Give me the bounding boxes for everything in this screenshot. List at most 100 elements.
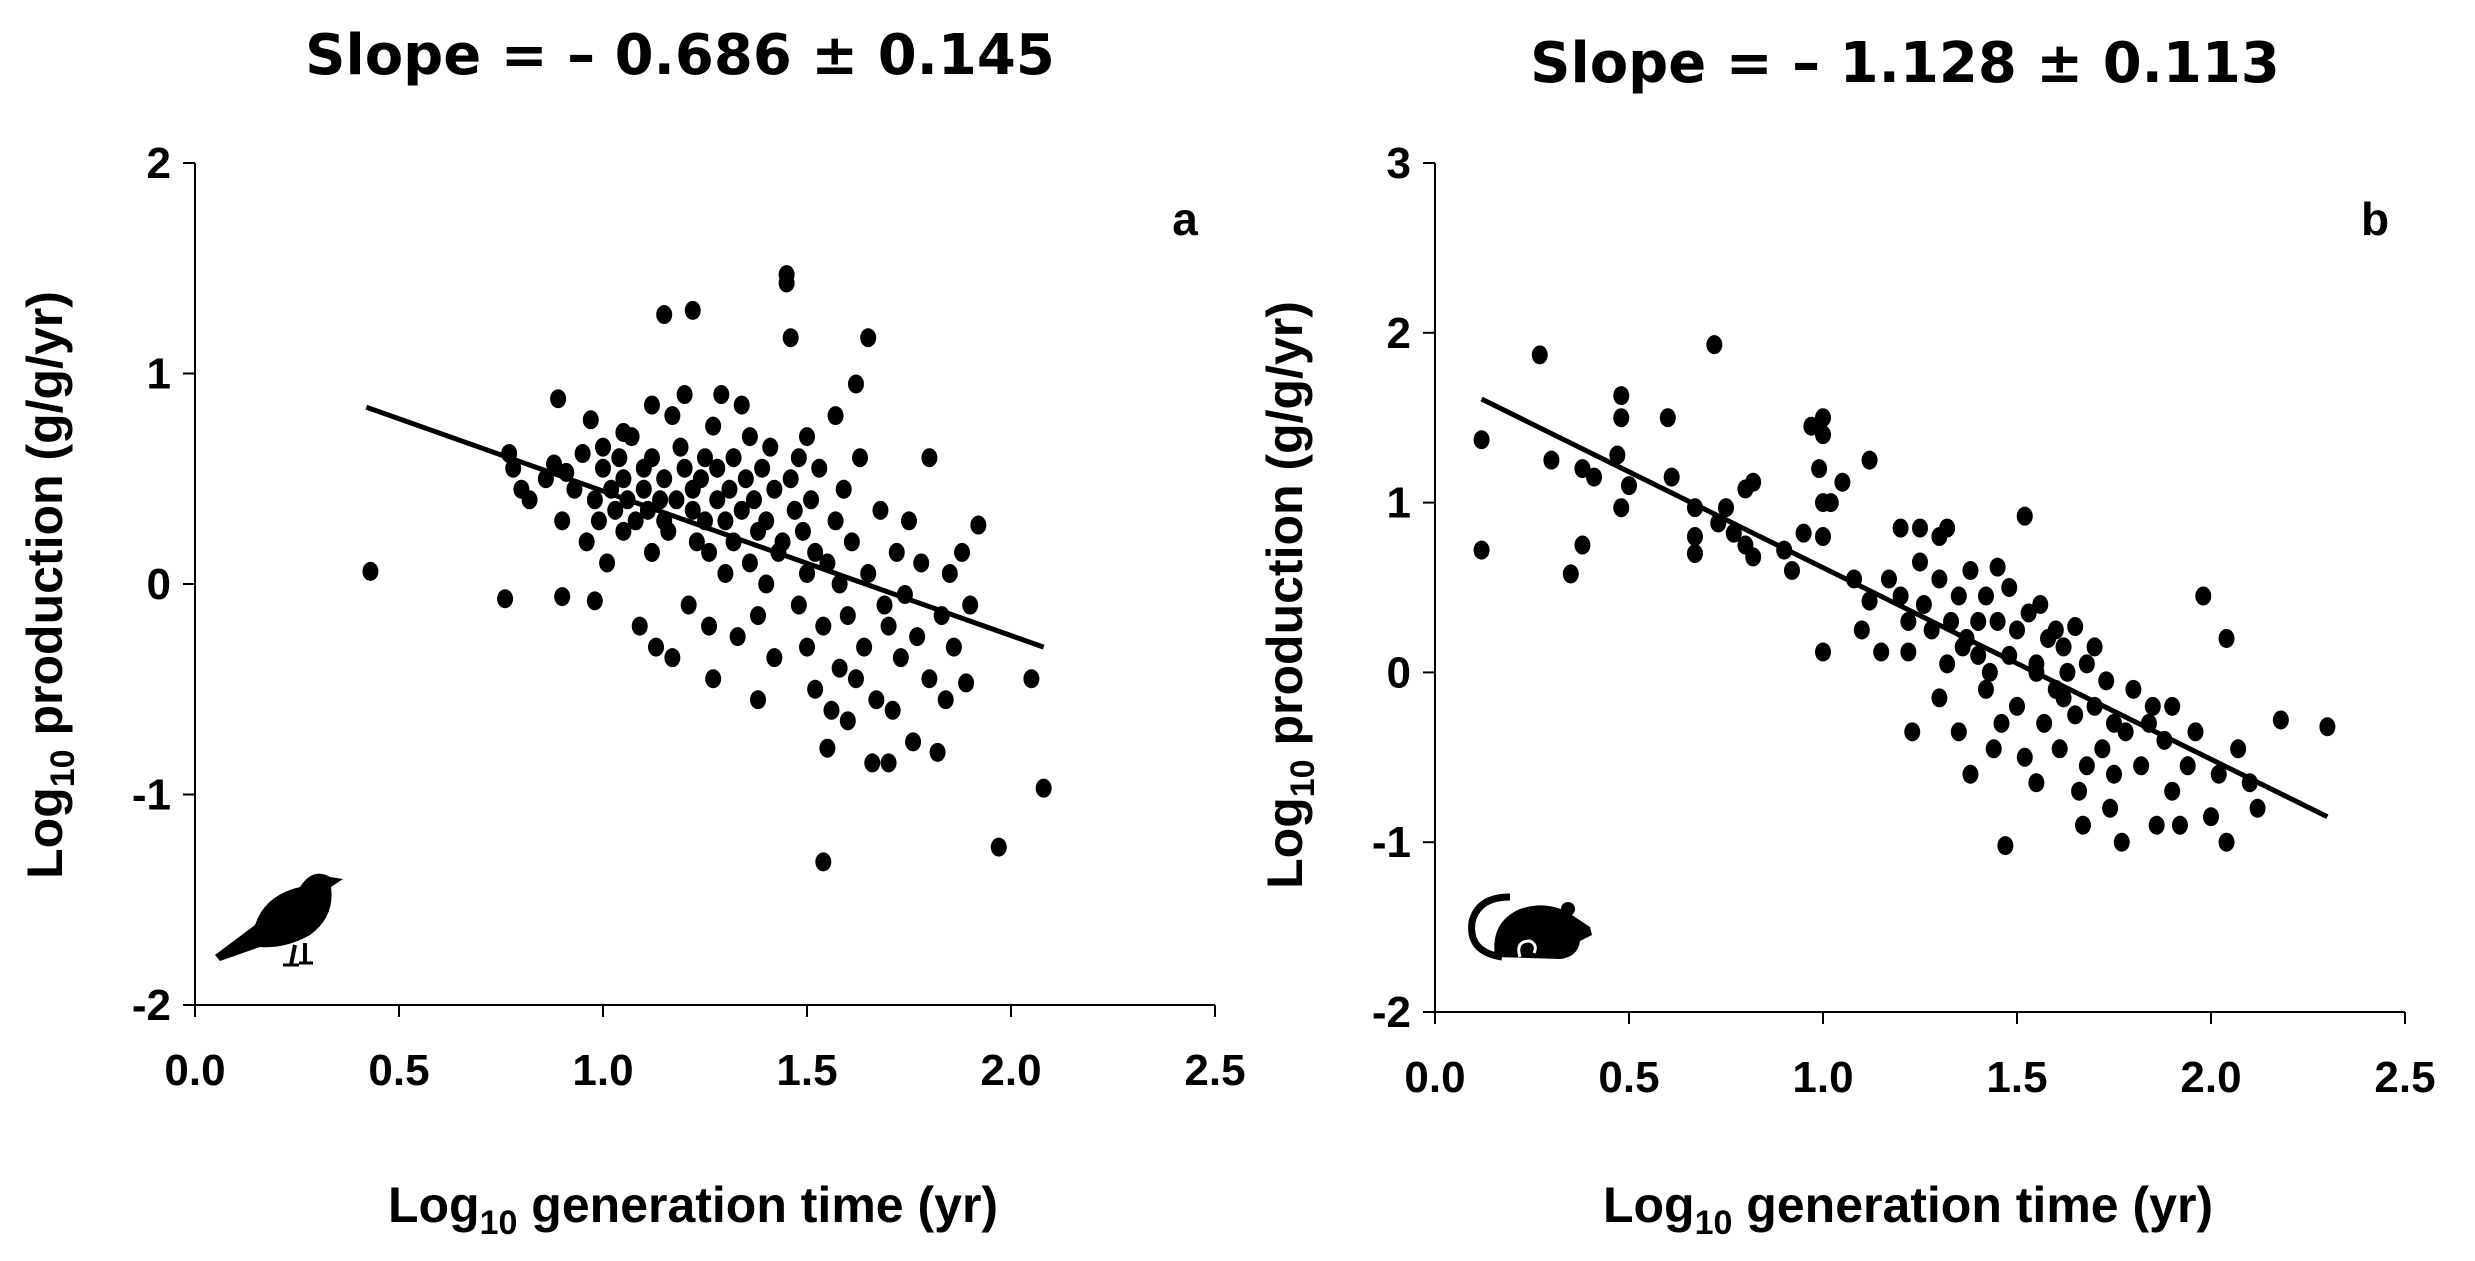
y-tick-label: -1: [132, 771, 171, 820]
x-tick-label: 0.5: [368, 1046, 429, 1095]
data-point: [1900, 642, 1917, 662]
data-point: [990, 837, 1007, 857]
data-point: [1912, 518, 1928, 538]
data-point: [1473, 540, 1490, 560]
data-point: [1977, 586, 1994, 606]
data-point: [1811, 459, 1828, 479]
data-point: [1574, 459, 1591, 479]
data-point: [2140, 713, 2157, 733]
data-point: [537, 469, 554, 489]
data-point: [909, 627, 926, 647]
data-point: [892, 648, 909, 668]
data-point: [1613, 498, 1630, 518]
data-point: [1710, 513, 1727, 533]
data-point: [2094, 739, 2111, 759]
data-point: [2241, 773, 2258, 793]
chart-title: Slope = – 0.686 ± 0.145: [305, 23, 1055, 88]
data-point: [2171, 815, 2188, 835]
data-point: [2203, 807, 2219, 827]
data-point: [1904, 722, 1921, 742]
data-point: [733, 395, 750, 415]
data-point: [1815, 642, 1831, 662]
data-point: [786, 500, 803, 520]
data-point: [1931, 688, 1948, 708]
data-point: [1950, 586, 1967, 606]
data-point: [684, 500, 701, 520]
data-point: [697, 511, 713, 531]
data-point: [921, 448, 938, 468]
data-point: [611, 448, 628, 468]
data-point: [1892, 518, 1909, 538]
data-point: [2144, 696, 2161, 716]
data-point: [774, 532, 791, 552]
data-point: [2195, 586, 2212, 606]
data-point: [2001, 578, 2018, 597]
data-point: [1562, 564, 1579, 584]
data-point: [599, 553, 616, 573]
data-point: [660, 521, 677, 541]
data-point: [701, 616, 718, 636]
data-point: [2319, 717, 2336, 737]
data-point: [2028, 773, 2045, 793]
data-point: [1834, 472, 1851, 492]
data-point: [962, 595, 979, 615]
regression-line: [1480, 396, 2329, 819]
data-point: [1981, 662, 1998, 682]
data-point: [595, 458, 611, 478]
y-tick-label: -2: [132, 981, 171, 1030]
data-point: [2028, 662, 2045, 682]
data-point: [933, 606, 950, 626]
data-point: [505, 458, 522, 478]
data-point: [758, 511, 775, 531]
data-point: [717, 563, 734, 583]
data-point: [717, 511, 734, 531]
data-point: [668, 490, 685, 510]
data-point: [1659, 408, 1676, 428]
data-point: [2074, 815, 2091, 835]
data-point: [888, 542, 905, 562]
data-point: [697, 448, 713, 468]
data-point: [2117, 722, 2134, 742]
data-point: [725, 532, 742, 552]
data-point: [737, 469, 754, 489]
data-point: [554, 587, 571, 607]
data-point: [954, 542, 971, 562]
data-point: [2133, 756, 2150, 776]
data-point: [1923, 620, 1940, 640]
data-point: [1861, 591, 1878, 611]
data-point: [799, 563, 815, 583]
data-point: [2059, 662, 2076, 682]
data-point: [945, 637, 962, 657]
data-point: [2078, 756, 2095, 776]
data-point: [839, 606, 856, 626]
data-point: [1977, 679, 1994, 699]
data-point: [676, 458, 693, 478]
x-tick-label: 1.0: [1792, 1053, 1853, 1102]
data-point: [1706, 335, 1723, 355]
data-point: [1985, 739, 2002, 759]
data-point: [721, 479, 738, 499]
x-tick-label: 1.5: [1986, 1053, 2047, 1102]
data-point: [766, 648, 783, 668]
data-point: [860, 328, 877, 348]
data-point: [705, 669, 722, 689]
data-point: [803, 490, 820, 510]
data-point: [2051, 739, 2068, 759]
data-point: [1531, 345, 1548, 365]
data-point: [827, 511, 844, 531]
x-tick-label: 2.0: [980, 1046, 1041, 1095]
data-point: [713, 385, 730, 405]
data-point: [558, 462, 575, 482]
data-point: [1931, 569, 1948, 589]
data-point: [1997, 836, 2014, 856]
data-point: [1900, 611, 1917, 631]
data-point: [2055, 637, 2072, 657]
data-point: [864, 753, 881, 773]
data-point: [1023, 669, 1040, 689]
data-point: [799, 427, 815, 447]
data-point: [1892, 586, 1909, 606]
data-point: [790, 595, 807, 615]
data-point: [684, 300, 701, 320]
x-tick-label: 2.0: [2180, 1053, 2241, 1102]
